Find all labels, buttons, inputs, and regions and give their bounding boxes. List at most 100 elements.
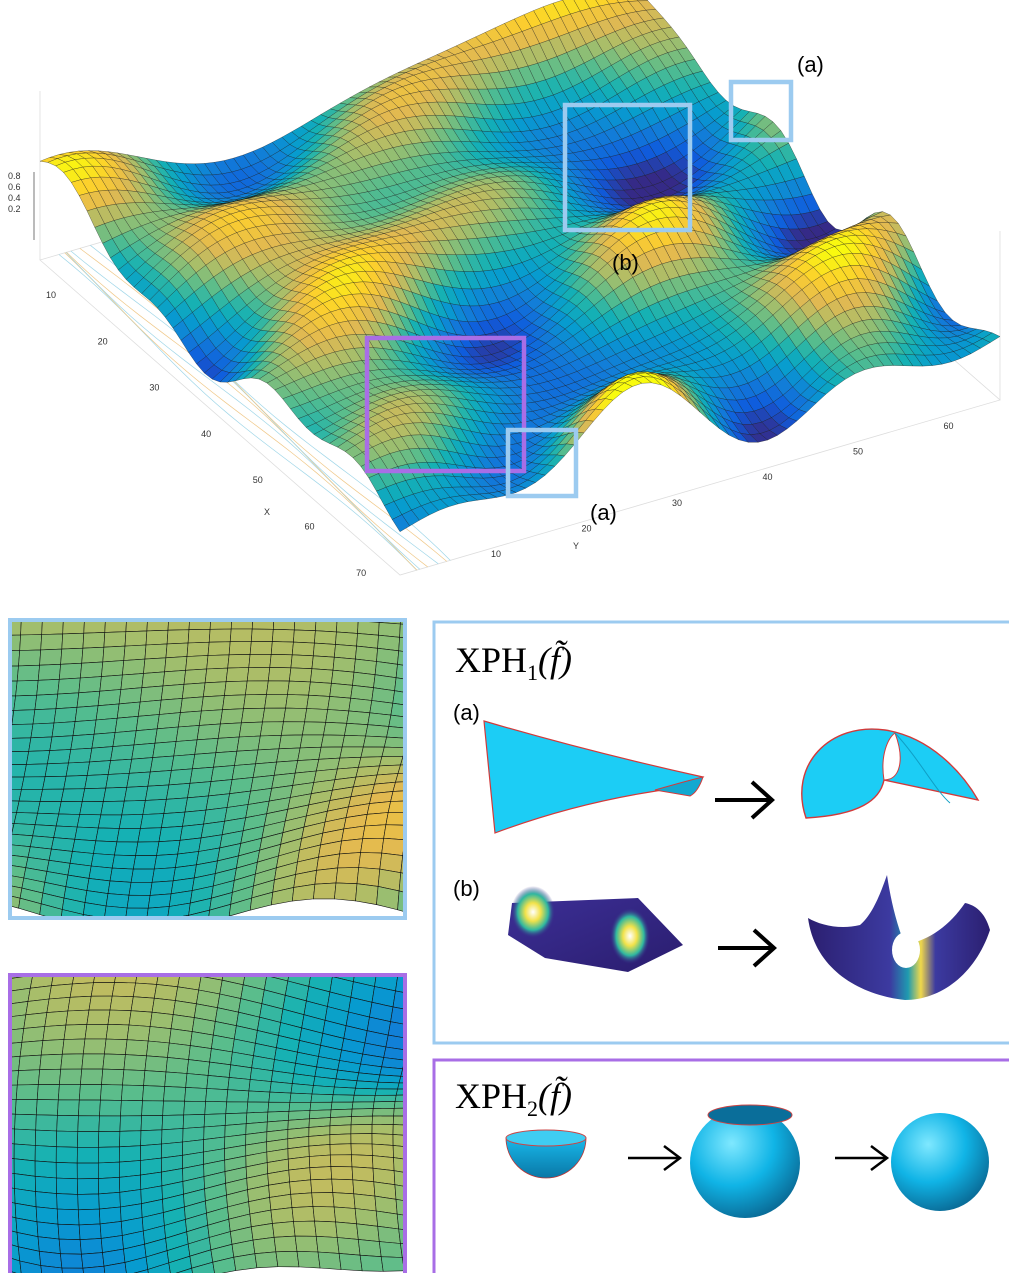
closeup-patch — [336, 559, 358, 568]
closeup-patch — [426, 828, 449, 849]
y-tick-label: 60 — [944, 421, 954, 431]
closeup-patch — [372, 1134, 393, 1146]
closeup-patch — [142, 672, 165, 688]
closeup-patch — [148, 770, 172, 786]
closeup-patch — [469, 903, 492, 924]
closeup-patch — [63, 603, 85, 618]
closeup-patch — [459, 773, 483, 784]
closeup-patch — [396, 1089, 418, 1095]
closeup-patch — [164, 798, 188, 814]
closeup-patch — [356, 949, 380, 970]
closeup-patch — [435, 1151, 456, 1169]
closeup-patch — [230, 926, 254, 943]
closeup-patch — [403, 919, 426, 940]
closeup-patch — [405, 738, 428, 748]
arrow — [835, 1146, 887, 1170]
closeup-patch — [36, 1192, 58, 1209]
closeup-patch — [247, 667, 270, 681]
closeup-patch — [267, 681, 290, 695]
closeup-patch — [104, 1039, 127, 1055]
closeup-patch — [15, 1100, 37, 1115]
closeup-patch — [239, 722, 262, 737]
closeup-patch — [272, 629, 294, 642]
closeup-patch — [120, 1131, 142, 1147]
closeup-patch — [14, 813, 37, 825]
closeup-patch — [108, 759, 132, 774]
closeup-patch — [197, 724, 220, 740]
closeup-patch — [270, 1082, 292, 1094]
closeup-patch — [162, 1129, 184, 1145]
closeup-patch — [420, 878, 443, 903]
closeup-patch — [84, 544, 106, 560]
closeup-patch — [45, 763, 68, 777]
closeup-patch — [145, 1056, 168, 1072]
closeup-patch — [183, 947, 207, 963]
closeup-patch — [163, 1101, 185, 1116]
closeup-patch — [56, 693, 79, 709]
closeup-patch — [302, 722, 325, 735]
closeup-patch — [0, 1017, 5, 1033]
closeup-patch — [10, 724, 33, 738]
closeup-patch — [80, 1069, 102, 1085]
closeup-patch — [0, 527, 21, 542]
closeup-patch — [443, 1245, 466, 1257]
closeup-patch — [104, 519, 126, 535]
closeup-patch — [379, 567, 401, 577]
closeup-patch — [57, 1209, 79, 1225]
closeup-patch — [317, 586, 338, 597]
closeup-patch — [220, 709, 243, 724]
closeup-patch — [253, 573, 274, 585]
closeup-patch — [417, 668, 439, 685]
closeup-patch — [124, 921, 147, 933]
closeup-patch — [410, 718, 433, 731]
closeup-patch — [438, 980, 462, 1000]
closeup-patch — [12, 710, 35, 725]
closeup-patch — [82, 647, 104, 663]
closeup-patch — [405, 825, 428, 843]
closeup-patch — [339, 1253, 362, 1270]
closeup-patch — [0, 604, 1, 620]
closeup-patch — [330, 1117, 352, 1126]
closeup-patch — [152, 998, 175, 1014]
closeup-patch — [164, 1086, 186, 1101]
closeup-patch — [245, 681, 268, 695]
closeup-patch — [14, 1159, 35, 1177]
closeup-patch — [188, 533, 210, 547]
z-tick-label: 0.4 — [8, 193, 21, 203]
closeup-patch — [277, 748, 301, 762]
closeup-patch — [211, 592, 232, 605]
closeup-patch — [80, 932, 104, 945]
closeup-patch — [124, 786, 148, 801]
closeup-patch — [313, 883, 336, 899]
closeup-patch — [331, 1102, 353, 1110]
closeup-patch — [0, 871, 3, 883]
closeup-patch — [333, 657, 355, 672]
closeup-patch — [66, 762, 90, 776]
closeup-patch — [253, 605, 275, 617]
closeup-patch — [373, 1108, 395, 1116]
closeup-patch — [349, 698, 372, 713]
closeup-patch — [388, 801, 411, 813]
closeup-patch — [373, 1101, 395, 1108]
closeup-patch — [251, 929, 275, 947]
closeup-patch — [75, 957, 99, 971]
closeup-patch — [405, 1050, 428, 1062]
closeup-patch — [359, 587, 380, 598]
closeup-patch — [433, 1014, 457, 1031]
closeup-patch — [334, 644, 356, 659]
closeup-patch — [61, 789, 84, 802]
closeup-patch — [189, 544, 211, 558]
closeup-patch — [60, 1254, 83, 1269]
closeup-patch — [485, 570, 506, 585]
closeup-patch — [466, 923, 490, 945]
closeup-patch — [248, 1091, 270, 1102]
closeup-patch — [17, 1070, 39, 1085]
closeup-patch — [298, 907, 321, 925]
closeup-patch — [140, 814, 164, 829]
closeup-patch — [399, 1229, 422, 1245]
closeup-patch — [223, 695, 246, 710]
closeup-patch — [279, 735, 302, 749]
closeup-patch — [203, 682, 226, 697]
closeup-patch — [316, 607, 338, 619]
closeup-patch — [417, 1088, 439, 1095]
